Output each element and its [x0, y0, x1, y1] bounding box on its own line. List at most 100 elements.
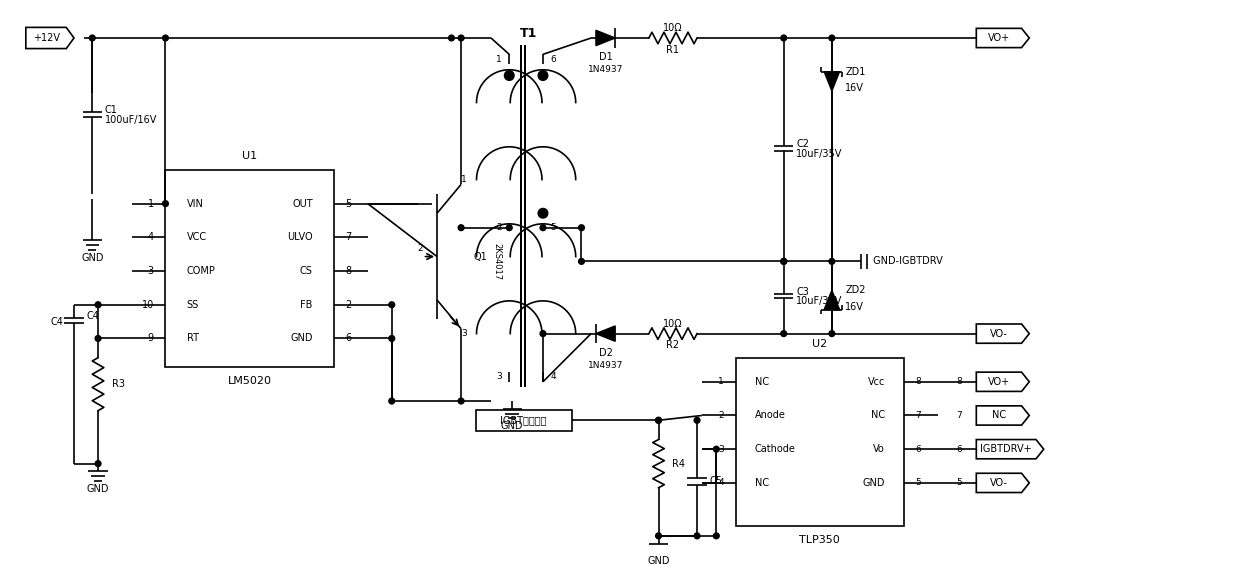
Text: R3: R3	[112, 379, 124, 389]
Text: 1N4937: 1N4937	[588, 65, 624, 74]
Text: 10Ω: 10Ω	[663, 23, 683, 33]
Text: C5: C5	[709, 476, 723, 486]
Text: 7: 7	[956, 411, 962, 420]
Text: 16V: 16V	[846, 302, 864, 312]
Text: SS: SS	[187, 299, 198, 310]
Bar	[165, 170, 334, 367]
Text: Vo: Vo	[873, 444, 885, 454]
Text: Vcc: Vcc	[868, 377, 885, 387]
Circle shape	[459, 398, 464, 404]
Circle shape	[579, 225, 584, 231]
Text: R1: R1	[666, 45, 680, 55]
Text: FB: FB	[300, 299, 312, 310]
Text: 10uF/35V: 10uF/35V	[796, 148, 843, 158]
Text: C2: C2	[796, 139, 810, 149]
Circle shape	[656, 533, 661, 539]
Text: 6: 6	[915, 444, 921, 453]
Bar	[735, 358, 904, 526]
Text: 7: 7	[915, 411, 921, 420]
Circle shape	[505, 70, 515, 80]
Circle shape	[541, 331, 546, 337]
Text: GND-IGBTDRV: GND-IGBTDRV	[870, 257, 944, 266]
Circle shape	[694, 533, 699, 539]
Text: 8: 8	[956, 377, 962, 386]
Text: 10: 10	[141, 299, 154, 310]
Text: VO-: VO-	[990, 329, 1008, 338]
Text: 4: 4	[148, 232, 154, 243]
Circle shape	[162, 201, 169, 206]
Text: 8: 8	[346, 266, 352, 276]
Circle shape	[781, 258, 786, 265]
Text: C1: C1	[105, 105, 118, 115]
Text: TLP350: TLP350	[800, 535, 841, 545]
Circle shape	[656, 417, 661, 423]
Text: CS: CS	[300, 266, 312, 276]
Text: 3: 3	[718, 444, 724, 453]
Text: +12V: +12V	[32, 33, 60, 43]
Text: 16V: 16V	[846, 83, 864, 93]
Text: VO+: VO+	[988, 33, 1011, 43]
Text: 3: 3	[496, 372, 501, 381]
Text: GND: GND	[81, 253, 103, 263]
Text: C3: C3	[796, 287, 810, 297]
Circle shape	[713, 446, 719, 452]
Text: NC: NC	[870, 411, 885, 421]
Polygon shape	[596, 326, 615, 341]
Text: ZD2: ZD2	[846, 285, 866, 296]
Text: NC: NC	[992, 411, 1006, 421]
Text: U1: U1	[242, 151, 257, 161]
Text: NC: NC	[755, 377, 769, 387]
Circle shape	[95, 461, 100, 466]
Text: 8: 8	[915, 377, 921, 386]
Text: 10Ω: 10Ω	[663, 319, 683, 329]
Text: VO+: VO+	[988, 377, 1011, 387]
Text: 4: 4	[551, 372, 557, 381]
Text: 6: 6	[346, 333, 352, 343]
Circle shape	[781, 35, 786, 41]
Text: 2: 2	[718, 411, 724, 420]
Text: VCC: VCC	[187, 232, 207, 243]
Text: GND: GND	[290, 333, 312, 343]
Text: LM5020: LM5020	[228, 376, 272, 386]
Text: D2: D2	[599, 348, 613, 358]
Text: NC: NC	[755, 478, 769, 488]
Text: 10uF/35V: 10uF/35V	[796, 296, 843, 306]
Text: U2: U2	[812, 339, 827, 349]
Text: 1: 1	[718, 377, 724, 386]
Circle shape	[449, 35, 454, 41]
Text: 7: 7	[346, 232, 352, 243]
Circle shape	[506, 225, 512, 231]
Text: C4: C4	[87, 311, 99, 321]
Circle shape	[656, 417, 661, 423]
Text: 4: 4	[718, 478, 724, 487]
Circle shape	[389, 302, 394, 307]
Text: 5: 5	[551, 223, 557, 232]
Circle shape	[579, 258, 584, 265]
Text: GND: GND	[862, 478, 885, 488]
Circle shape	[781, 258, 786, 265]
Text: 1: 1	[496, 55, 501, 64]
Circle shape	[830, 258, 835, 265]
Text: 6: 6	[551, 55, 557, 64]
Circle shape	[781, 331, 786, 337]
Circle shape	[95, 302, 100, 307]
Text: R2: R2	[666, 340, 680, 350]
Text: GND: GND	[501, 421, 523, 431]
Text: 9: 9	[148, 333, 154, 343]
Text: 2: 2	[346, 299, 352, 310]
Circle shape	[459, 35, 464, 41]
Text: Cathode: Cathode	[755, 444, 796, 454]
Circle shape	[538, 70, 548, 80]
Circle shape	[89, 35, 95, 41]
Polygon shape	[596, 30, 615, 46]
Text: T1: T1	[520, 27, 537, 39]
Text: Anode: Anode	[755, 411, 786, 421]
Text: 2: 2	[417, 244, 423, 253]
Text: 5: 5	[956, 478, 962, 487]
Text: 2: 2	[496, 223, 501, 232]
Text: 5: 5	[346, 199, 352, 209]
Text: 1: 1	[461, 175, 467, 184]
Text: 3: 3	[148, 266, 154, 276]
Text: VIN: VIN	[187, 199, 203, 209]
Text: RT: RT	[187, 333, 198, 343]
